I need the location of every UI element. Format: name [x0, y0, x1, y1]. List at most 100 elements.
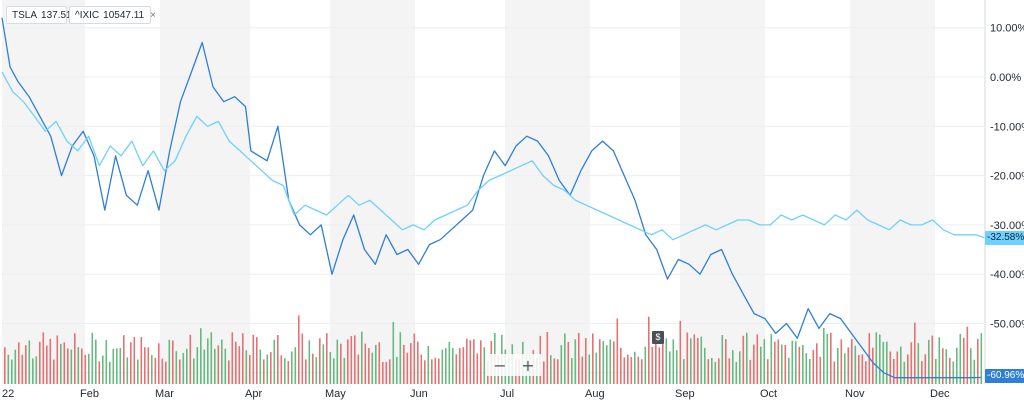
volume-bar	[217, 345, 220, 384]
volume-bar	[252, 334, 255, 384]
month-band	[160, 0, 250, 384]
volume-bar	[665, 338, 668, 384]
volume-bar	[592, 333, 594, 384]
volume-bar	[886, 341, 888, 384]
volume-bar	[637, 356, 640, 384]
volume-bar	[130, 342, 132, 384]
volume-bar	[70, 349, 73, 384]
volume-bar	[924, 354, 927, 384]
volume-bar	[802, 345, 804, 384]
dividend-event-badge[interactable]: $	[652, 331, 664, 344]
volume-bar	[315, 357, 318, 384]
volume-bar	[382, 362, 384, 384]
volume-bar	[200, 328, 202, 384]
volume-bar	[182, 352, 185, 384]
volume-bar	[826, 334, 829, 384]
volume-bar	[613, 341, 615, 384]
series-line-tsla	[1, 17, 982, 379]
volume-bar	[147, 347, 150, 384]
volume-bar	[917, 343, 920, 384]
volume-bar	[581, 356, 584, 384]
volume-bar	[126, 357, 129, 384]
volume-bar	[641, 359, 643, 384]
volume-bar	[116, 348, 118, 384]
volume-bar	[658, 347, 661, 384]
volume-bar	[606, 345, 608, 384]
volume-bar	[95, 339, 97, 384]
volume-bar	[882, 341, 885, 384]
volume-bar	[266, 354, 269, 384]
remove-comparison-icon[interactable]: ×	[150, 9, 156, 21]
volume-bar	[399, 332, 402, 384]
zoom-out-button[interactable]: −	[493, 355, 507, 375]
volume-bar	[893, 359, 895, 384]
volume-bar	[550, 355, 552, 384]
volume-bar	[25, 345, 27, 384]
volume-bar	[557, 359, 559, 384]
volume-bar	[424, 360, 426, 384]
volume-bar	[693, 334, 696, 384]
volume-bar	[231, 332, 234, 384]
volume-bar	[973, 359, 976, 384]
volume-bar	[18, 342, 20, 384]
x-tick-label: 22	[2, 388, 14, 400]
volume-bar	[74, 333, 76, 384]
volume-bar	[361, 331, 363, 384]
legend-ixic[interactable]: ^IXIC 10547.11 ×	[69, 6, 156, 24]
volume-bar	[889, 351, 892, 384]
volume-bar	[753, 344, 755, 384]
volume-bar	[263, 359, 265, 384]
volume-bar	[333, 358, 335, 384]
volume-bar	[385, 361, 388, 384]
volume-bar	[56, 335, 59, 384]
volume-bar	[571, 358, 573, 384]
volume-bar	[326, 333, 328, 384]
volume-bar	[830, 332, 832, 384]
tsla-last-value-tag: -60.96%	[985, 369, 1024, 383]
volume-bar	[697, 338, 699, 384]
legend-tsla[interactable]: TSLA 137.51	[6, 6, 72, 24]
volume-bar	[777, 339, 780, 384]
x-tick-label: Jun	[410, 388, 428, 400]
volume-bar	[851, 339, 853, 384]
volume-bar	[39, 341, 41, 384]
volume-bar	[158, 343, 160, 384]
volume-bar	[350, 336, 353, 384]
volume-bar	[956, 347, 958, 384]
x-tick-label: Jul	[500, 388, 514, 400]
volume-bar	[245, 350, 248, 384]
volume-bar	[14, 349, 17, 384]
volume-bar	[154, 357, 157, 384]
volume-bar	[655, 334, 657, 384]
volume-bar	[259, 349, 262, 384]
volume-bar	[406, 352, 409, 384]
volume-bar	[564, 333, 566, 384]
volume-bar	[672, 339, 675, 384]
volume-bar	[277, 335, 279, 384]
volume-bar	[791, 340, 794, 384]
zoom-in-button[interactable]: +	[521, 355, 535, 375]
volume-bar	[840, 339, 843, 384]
volume-bar	[553, 358, 556, 384]
volume-bar	[959, 333, 962, 384]
volume-bar	[196, 347, 199, 384]
volume-bar	[392, 321, 395, 384]
volume-bar	[49, 338, 52, 384]
volume-bar	[284, 358, 286, 384]
volume-bar	[91, 332, 94, 384]
y-tick-label: 0.00%	[990, 72, 1021, 84]
volume-bar	[896, 351, 899, 384]
volume-bar	[833, 361, 836, 384]
volume-bar	[546, 332, 549, 384]
volume-bar	[438, 358, 440, 384]
volume-bar	[427, 346, 430, 384]
volume-bar	[273, 339, 276, 384]
volume-bar	[249, 355, 251, 384]
legend-ixic-symbol: ^IXIC	[75, 9, 100, 21]
volume-bar	[795, 341, 797, 384]
volume-bar	[175, 351, 178, 384]
volume-bar	[567, 342, 570, 384]
volume-bar	[42, 332, 45, 384]
volume-bar	[88, 353, 90, 384]
